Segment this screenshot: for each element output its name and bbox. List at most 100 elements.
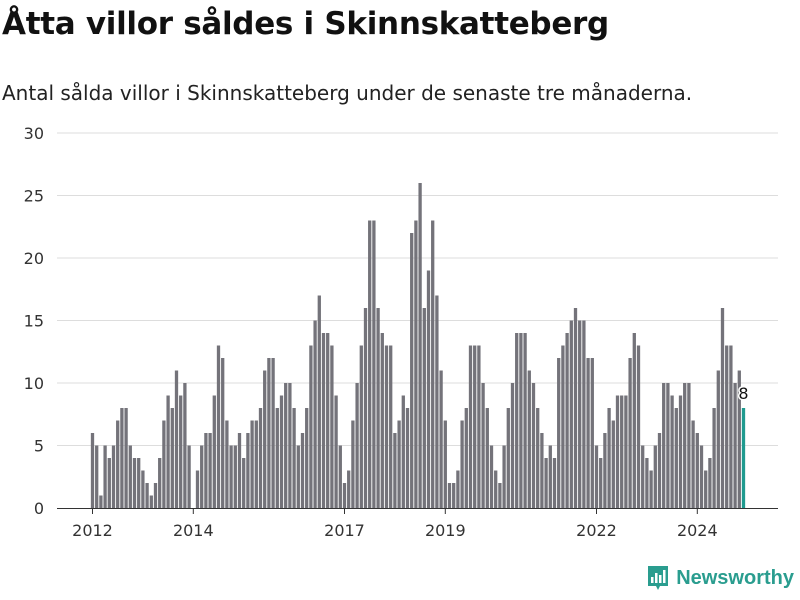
bars <box>90 183 746 508</box>
bar <box>305 408 309 508</box>
chart-title: Åtta villor såldes i Skinnskatteberg <box>2 6 609 42</box>
bar <box>393 433 397 508</box>
bar <box>489 445 494 508</box>
bar <box>691 420 695 508</box>
bar <box>607 408 611 508</box>
bar <box>149 495 153 508</box>
bar <box>510 383 515 508</box>
bar <box>590 358 594 508</box>
bar <box>494 470 498 508</box>
x-tick-label: 2017 <box>324 521 365 540</box>
bar <box>468 345 473 508</box>
bar <box>401 395 405 508</box>
bar <box>153 483 158 508</box>
bar <box>460 420 464 508</box>
bar <box>410 233 414 508</box>
bar <box>372 220 376 508</box>
bar <box>649 470 653 508</box>
bar <box>107 458 111 508</box>
bar <box>250 420 254 508</box>
bar <box>515 333 519 508</box>
bar <box>170 408 174 508</box>
bar <box>569 320 573 508</box>
bar <box>506 408 510 508</box>
bar-chart-logo-icon <box>648 566 669 590</box>
bar <box>737 370 741 508</box>
bar <box>662 383 666 508</box>
bar <box>586 358 590 508</box>
bar <box>321 333 326 508</box>
bar <box>636 345 641 508</box>
bar <box>351 420 355 508</box>
bar <box>620 395 624 508</box>
bar <box>288 383 292 508</box>
bar <box>414 220 418 508</box>
bar-chart: 0 5 10 15 20 25 30 2012 2014 2017 2019 2022 2024 8 <box>24 124 778 540</box>
bar <box>158 458 162 508</box>
bar <box>632 333 636 508</box>
x-tick-label: 2022 <box>576 521 617 540</box>
bar <box>389 345 393 508</box>
bar <box>573 308 578 508</box>
bar <box>498 483 502 508</box>
bar <box>615 395 620 508</box>
newsworthy-logo[interactable]: Newsworthy <box>646 564 794 592</box>
bar <box>246 433 250 508</box>
bar <box>237 433 242 508</box>
bar <box>666 383 670 508</box>
bar <box>141 470 145 508</box>
bar <box>279 395 284 508</box>
bar <box>326 333 330 508</box>
bar <box>162 420 166 508</box>
bar <box>683 383 687 508</box>
bar <box>657 433 662 508</box>
bar <box>603 433 607 508</box>
bar <box>200 445 204 508</box>
bar <box>704 470 708 508</box>
bar <box>212 395 216 508</box>
x-axis: 2012 2014 2017 2019 2022 2024 <box>57 508 778 540</box>
bar <box>338 445 342 508</box>
bar <box>90 433 95 508</box>
bar <box>611 420 615 508</box>
bar <box>485 408 489 508</box>
bar <box>594 445 599 508</box>
bar <box>174 370 179 508</box>
bar <box>179 395 183 508</box>
bar <box>544 458 548 508</box>
bar <box>183 383 187 508</box>
bar <box>687 383 691 508</box>
bar <box>708 458 712 508</box>
bar <box>128 445 132 508</box>
bar <box>628 358 632 508</box>
bar <box>670 395 674 508</box>
bar <box>725 345 729 508</box>
chart-subtitle: Antal sålda villor i Skinnskatteberg und… <box>2 81 693 105</box>
bar <box>536 408 540 508</box>
bar <box>733 383 737 508</box>
bar <box>431 220 435 508</box>
y-tick-label: 15 <box>24 312 44 331</box>
bar <box>678 395 683 508</box>
bar <box>195 470 200 508</box>
bar <box>380 333 384 508</box>
bar <box>397 420 401 508</box>
bar <box>527 370 531 508</box>
bar <box>363 308 368 508</box>
bar <box>502 445 506 508</box>
bar <box>296 445 300 508</box>
brand-name: Newsworthy <box>676 566 794 589</box>
bar <box>347 470 351 508</box>
bar <box>456 470 460 508</box>
bar <box>229 445 233 508</box>
bar <box>439 370 443 508</box>
bar <box>300 433 305 508</box>
bar <box>447 483 452 508</box>
bar <box>221 358 225 508</box>
bar <box>355 383 359 508</box>
bar <box>548 445 552 508</box>
bar <box>284 383 288 508</box>
bar <box>531 383 536 508</box>
bar <box>309 345 313 508</box>
bar <box>674 408 678 508</box>
